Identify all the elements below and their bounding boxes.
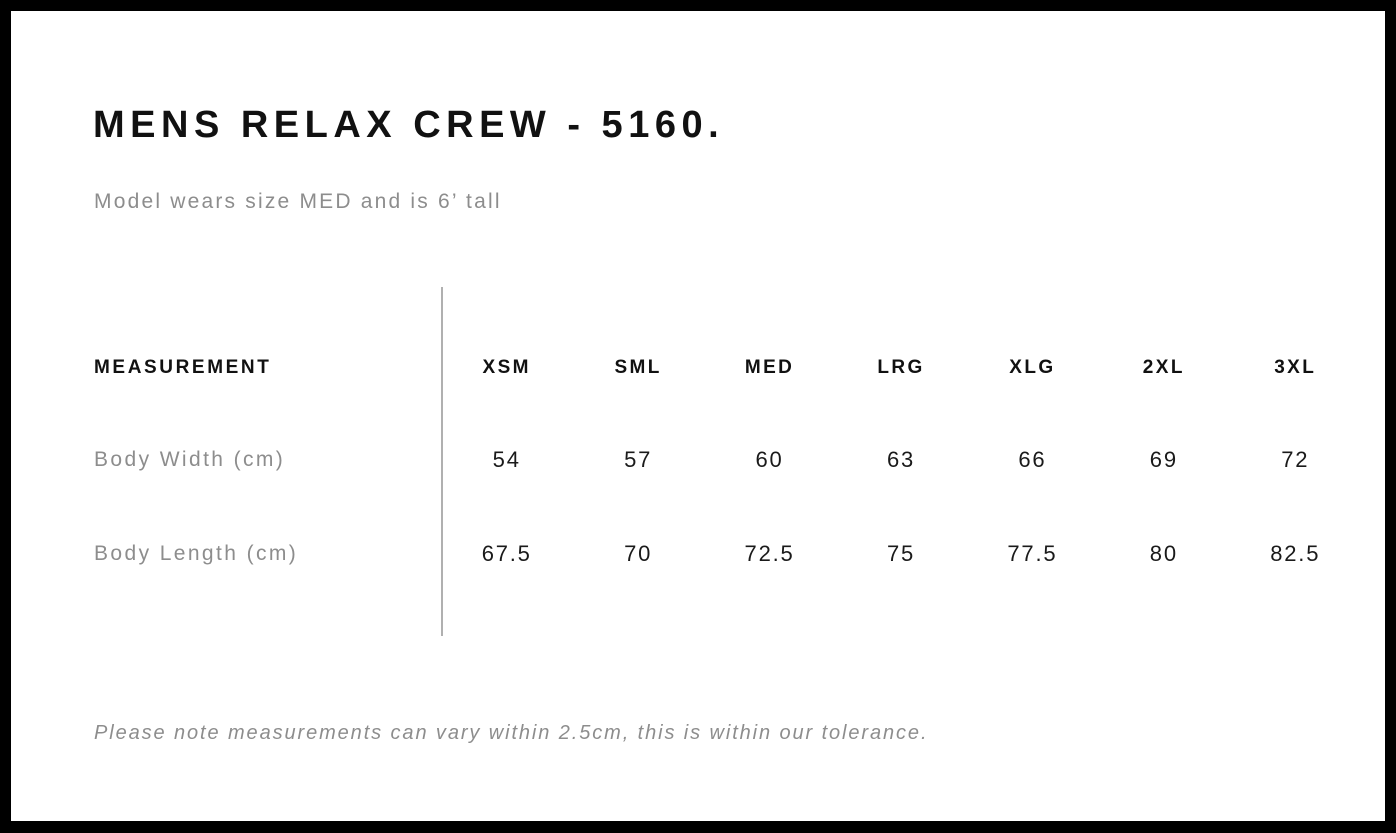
column-header-lrg: LRG: [877, 357, 925, 378]
table-row: Body Width (cm) 54 57 60 63 66 69 72: [11, 443, 1385, 477]
cell-body-width-xsm: 54: [492, 447, 521, 472]
column-header-measurement: MEASUREMENT: [94, 357, 272, 378]
cell-body-width-lrg: 63: [886, 447, 916, 472]
cell-body-width-sml: 57: [624, 447, 653, 472]
cell-body-length-lrg: 75: [886, 541, 916, 566]
column-header-med: MED: [744, 357, 795, 378]
cell-body-length-xsm: 67.5: [481, 541, 532, 566]
cell-body-width-med: 60: [755, 447, 784, 472]
row-label-body-width: Body Width (cm): [94, 448, 286, 471]
page-title: MENS RELAX CREW - 5160.: [93, 104, 725, 146]
column-header-sml: SML: [614, 357, 662, 378]
cell-body-width-2xl: 69: [1149, 447, 1178, 472]
cell-body-width-3xl: 72: [1281, 447, 1310, 472]
row-label-body-length: Body Length (cm): [94, 542, 299, 565]
table-row: Body Length (cm) 67.5 70 72.5 75 77.5 80…: [11, 537, 1385, 571]
cell-body-width-xlg: 66: [1018, 447, 1047, 472]
model-info-subtitle: Model wears size MED and is 6’ tall: [94, 190, 502, 213]
column-header-xsm: XSM: [482, 357, 531, 378]
row-cells-body-width: 54 57 60 63 66 69 72: [441, 443, 1361, 477]
column-header-2xl: 2XL: [1142, 357, 1185, 378]
row-cells-body-length: 67.5 70 72.5 75 77.5 80 82.5: [441, 537, 1361, 571]
column-header-3xl: 3XL: [1274, 357, 1317, 378]
cell-body-length-xlg: 77.5: [1007, 541, 1058, 566]
table-header-row: MEASUREMENT XSM SML MED LRG XLG 2XL 3XL: [11, 351, 1385, 385]
column-header-xlg: XLG: [1009, 357, 1056, 378]
cell-body-length-med: 72.5: [744, 541, 795, 566]
cell-body-length-2xl: 80: [1149, 541, 1178, 566]
cell-body-length-3xl: 82.5: [1270, 541, 1321, 566]
cell-body-length-sml: 70: [624, 541, 653, 566]
column-divider: [441, 287, 443, 636]
tolerance-note: Please note measurements can vary within…: [94, 722, 929, 744]
size-header-cells: XSM SML MED LRG XLG 2XL 3XL: [441, 351, 1361, 385]
size-chart-card: MENS RELAX CREW - 5160. Model wears size…: [11, 11, 1385, 821]
